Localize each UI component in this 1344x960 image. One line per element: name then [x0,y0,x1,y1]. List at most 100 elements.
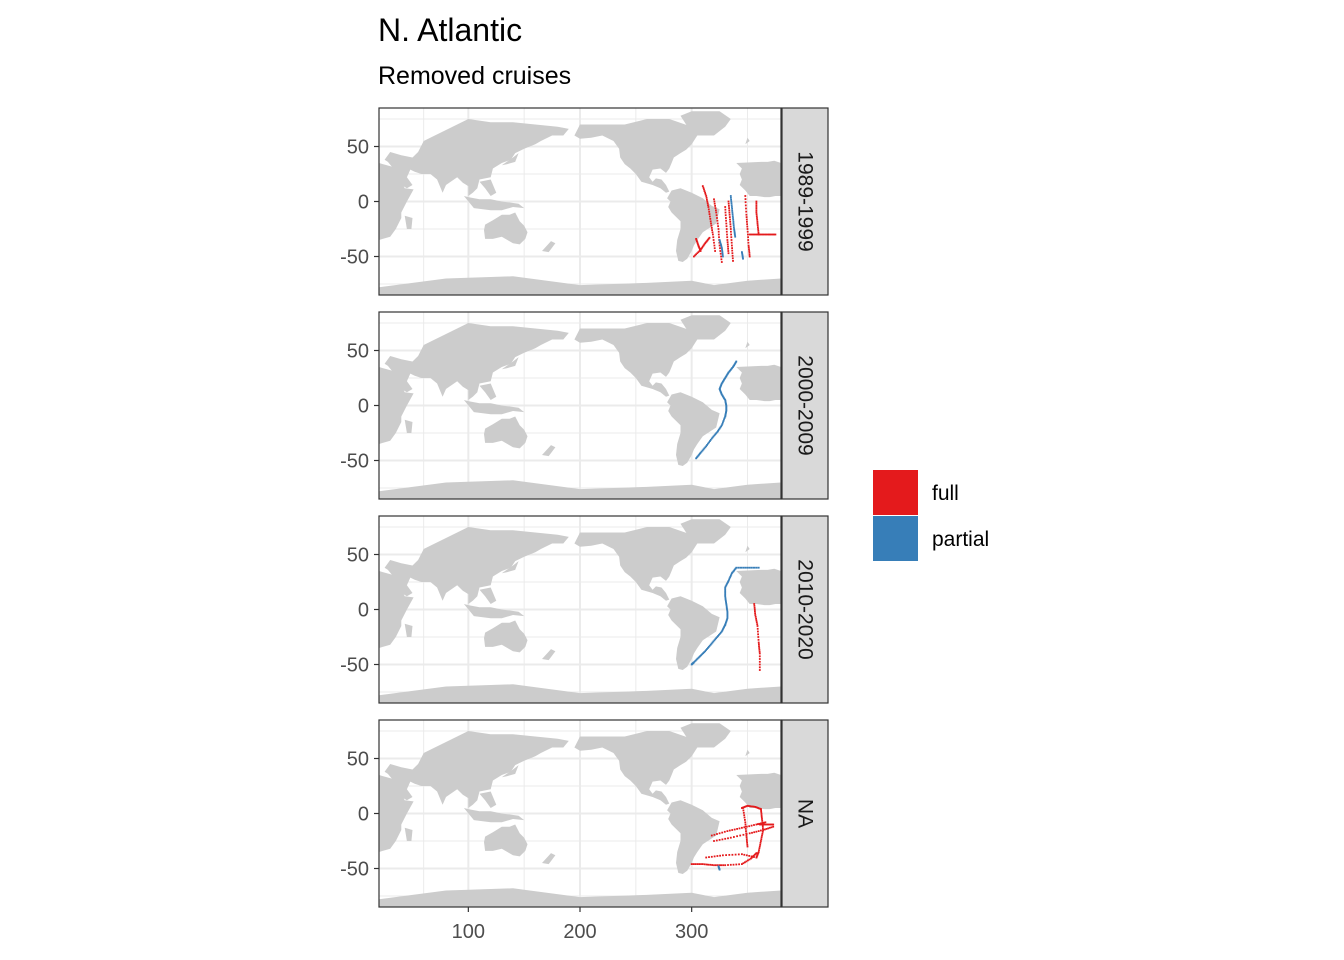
cruise-point-full [701,246,703,249]
land-polygon [479,179,497,196]
cruise-point-full [751,805,754,808]
cruise-point-partial [716,636,719,638]
cruise-point-full [729,220,732,223]
cruise-point-full [709,215,711,218]
cruise-point-full [744,828,747,830]
cruise-point-full [715,864,717,867]
cruise-point-full [753,856,755,858]
land-polygon [384,731,569,808]
cruise-point-full [761,825,764,828]
cruise-point-full [703,190,706,192]
cruise-point-partial [718,633,720,636]
y-tick-label: 50 [347,545,369,567]
cruise-point-partial [720,424,723,427]
cruise-point-partial [733,226,735,229]
cruise-point-full [713,855,716,858]
cruise-point-full [713,840,715,842]
cruise-point-partial [729,195,732,197]
cruise-point-full [726,239,729,241]
cruise-point-full [713,241,715,244]
cruise-point-full [708,210,711,213]
cruise-point-partial [720,391,722,394]
cruise-point-full [746,220,748,223]
cruise-point-partial [723,418,725,421]
cruise-point-partial [722,420,725,422]
cruise-point-full [760,838,763,841]
cruise-point-full [744,805,747,808]
cruise-point-full [756,222,759,225]
cruise-point-full [716,217,718,219]
cruise-point-full [734,853,737,856]
cruise-point-full [708,213,711,215]
cruise-point-full [706,239,709,242]
land-polygon [384,119,569,196]
cruise-point-full [713,247,716,250]
cruise-point-partial [725,605,728,608]
land-polygon [479,383,497,400]
cruise-point-partial [725,604,728,607]
cruise-point-full [748,832,751,835]
cruise-point-full [755,207,758,210]
cruise-point-partial [709,438,712,441]
cruise-point-full [696,242,699,245]
cruise-point-full [751,233,754,236]
cruise-point-partial [722,628,724,631]
cruise-point-full [758,663,761,666]
facet-strip [781,719,829,908]
cruise-point-full [727,200,730,203]
land-polygon [484,416,528,449]
cruise-point-full [727,202,730,205]
cruise-point-partial [733,230,736,233]
cruise-point-full [758,655,761,658]
cruise-point-full [738,863,740,866]
cruise-point-full [757,228,759,230]
land-polygon [479,587,497,604]
cruise-point-full [756,854,759,857]
cruise-point-full [729,863,732,866]
cruise-point-partial [707,442,709,445]
cruise-point-full [731,252,734,255]
cruise-point-full [747,246,750,249]
land-layer [379,723,781,907]
cruise-point-partial [757,566,760,569]
cruise-point-full [748,251,751,254]
cruise-point-full [753,604,756,607]
cruise-point-partial [725,607,728,609]
cruise-point-full [761,832,764,835]
cruise-point-full [705,863,708,866]
cruise-point-full [701,245,704,248]
cruise-point-full [761,823,763,826]
cruise-point-partial [719,426,722,429]
land-polygon [680,723,731,748]
cruise-point-partial [717,635,719,637]
land-polygon [736,568,781,606]
land-polygon [463,400,525,415]
cruise-point-full [715,209,717,212]
cruise-point-full [727,247,729,250]
cruise-point-full [697,243,699,246]
land-polygon [574,527,698,601]
cruise-point-full [715,211,718,214]
land-polygon [542,853,556,865]
cruise-point-full [690,863,693,865]
cruise-point-full [761,819,764,822]
cruise-point-partial [746,566,749,569]
land-polygon [484,620,528,653]
cruise-point-full [757,852,759,855]
cruise-point-full [730,241,733,244]
cruise-point-full [702,244,705,247]
cruise-point-full [760,233,763,236]
cruise-point-full [728,209,731,212]
cruise-point-full [758,648,761,651]
cruise-point-full [753,606,756,609]
cruise-point-full [748,250,751,252]
cruise-point-full [755,621,758,624]
cruise-point-partial [718,427,721,430]
cruise-point-partial [721,251,724,253]
cruise-point-full [718,236,720,239]
x-tick-label: 200 [563,921,596,943]
cruise-point-full [712,239,715,241]
cruise-point-full [747,239,750,241]
land-polygon [501,561,519,574]
cruise-point-full [737,853,740,856]
